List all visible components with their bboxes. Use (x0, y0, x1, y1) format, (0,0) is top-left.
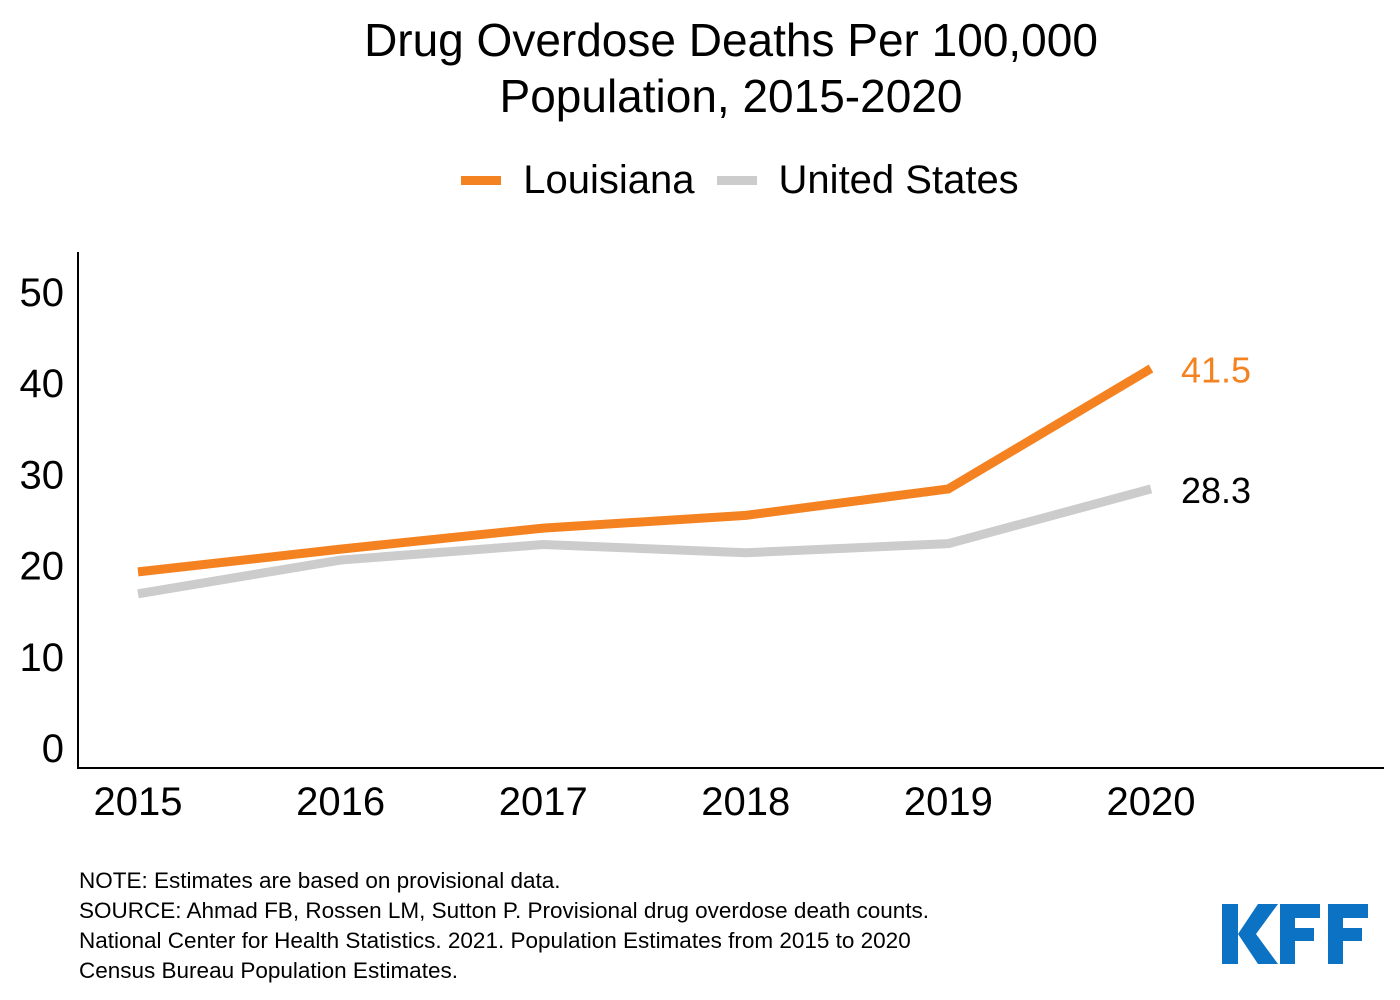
y-tick-label: 20 (20, 545, 65, 589)
y-tick-label: 50 (20, 271, 65, 315)
legend-item-louisiana[interactable]: Louisiana (461, 158, 695, 203)
series-line-united-states[interactable] (137, 484, 1153, 599)
series-line-louisiana[interactable] (137, 364, 1154, 577)
chart-title-line-2: Population, 2015-2020 (499, 70, 963, 122)
legend-swatch-louisiana (461, 176, 502, 185)
chart-notes: NOTE: Estimates are based on provisional… (79, 866, 929, 986)
x-tick-label: 2016 (296, 780, 385, 824)
y-tick-label: 0 (42, 727, 64, 771)
chart-title-line-1: Drug Overdose Deaths Per 100,000 (364, 14, 1098, 66)
y-tick-label: 10 (20, 636, 65, 680)
kff-logo (1222, 904, 1368, 964)
legend: Louisiana United States (0, 158, 1400, 203)
x-tick-label: 2018 (701, 780, 790, 824)
source-line-1: SOURCE: Ahmad FB, Rossen LM, Sutton P. P… (79, 898, 930, 923)
end-label-louisiana: 41.5 (1181, 350, 1251, 391)
legend-swatch-united-states (716, 176, 757, 185)
note-text: NOTE: Estimates are based on provisional… (79, 868, 561, 893)
end-labels: 28.3 41.5 (1181, 350, 1251, 511)
y-tick-label: 30 (20, 453, 65, 497)
legend-item-united-states[interactable]: United States (716, 158, 1019, 203)
chart-title: Drug Overdose Deaths Per 100,000 Populat… (0, 12, 1400, 124)
x-tick-label: 2015 (94, 780, 183, 824)
y-tick-label: 40 (20, 362, 65, 406)
source-line-3: Census Bureau Population Estimates. (79, 958, 458, 983)
line-chart: 0 10 20 30 40 50 2015 2016 2017 2018 2019 2020 28.3… (20, 252, 1384, 824)
axes: 0 10 20 30 40 50 2015 2016 2017 2018 2019 2020 (20, 252, 1384, 824)
kff-logo-icon (1222, 904, 1368, 964)
series-lines (137, 364, 1154, 599)
end-label-united-states: 28.3 (1181, 470, 1251, 511)
x-tick-label: 2020 (1107, 780, 1196, 824)
x-tick-label: 2019 (904, 780, 993, 824)
source-line-2: National Center for Health Statistics. 2… (79, 928, 911, 953)
x-tick-label: 2017 (499, 780, 588, 824)
legend-label-united-states: United States (778, 158, 1019, 202)
legend-label-louisiana: Louisiana (523, 158, 695, 202)
